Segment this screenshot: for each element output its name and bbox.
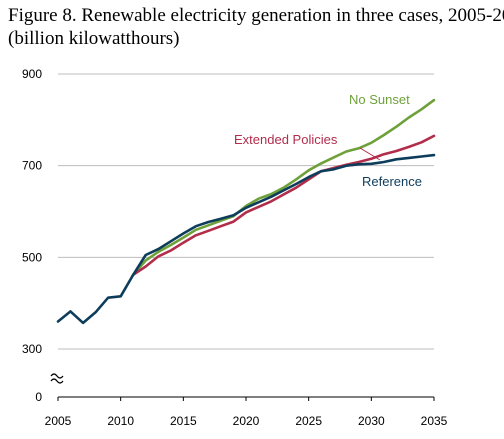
gridlines <box>58 73 434 350</box>
y-tick-label-900: 900 <box>22 67 42 81</box>
x-ticks: 2005 2010 2015 2020 2025 2030 2035 <box>45 397 448 428</box>
series-lines <box>56 98 436 325</box>
axes <box>50 373 434 398</box>
series-label-no-sunset: No Sunset <box>349 92 410 107</box>
series-label-extended-policies: Extended Policies <box>234 132 338 147</box>
extended-policies-leader-line <box>359 147 381 161</box>
chart-title: Figure 8. Renewable electricity generati… <box>8 4 504 50</box>
x-tick-label-2020: 2020 <box>233 414 260 428</box>
series-line-no-sunset <box>131 98 436 277</box>
x-tick-label-2010: 2010 <box>107 414 134 428</box>
x-tick-label-2015: 2015 <box>170 414 197 428</box>
x-tick-label-2035: 2035 <box>421 414 448 428</box>
chart-title-line: Figure 8. Renewable electricity generati… <box>8 5 504 26</box>
series-line-reference <box>56 153 436 325</box>
x-tick-label-2005: 2005 <box>45 414 72 428</box>
series-label-reference: Reference <box>362 174 422 189</box>
y-tick-label-500: 500 <box>22 250 42 264</box>
y-tick-label-700: 700 <box>22 159 42 173</box>
series-line-extended-policies <box>131 134 436 277</box>
y-tick-label-300: 300 <box>22 342 42 356</box>
y-tick-label-0: 0 <box>35 390 42 404</box>
chart-subtitle: (billion kilowatthours) <box>8 28 180 49</box>
axis-break-icon <box>50 373 64 384</box>
y-ticks: 0 300 500 700 900 <box>22 67 42 404</box>
x-tick-label-2030: 2030 <box>358 414 385 428</box>
x-tick-label-2025: 2025 <box>295 414 322 428</box>
